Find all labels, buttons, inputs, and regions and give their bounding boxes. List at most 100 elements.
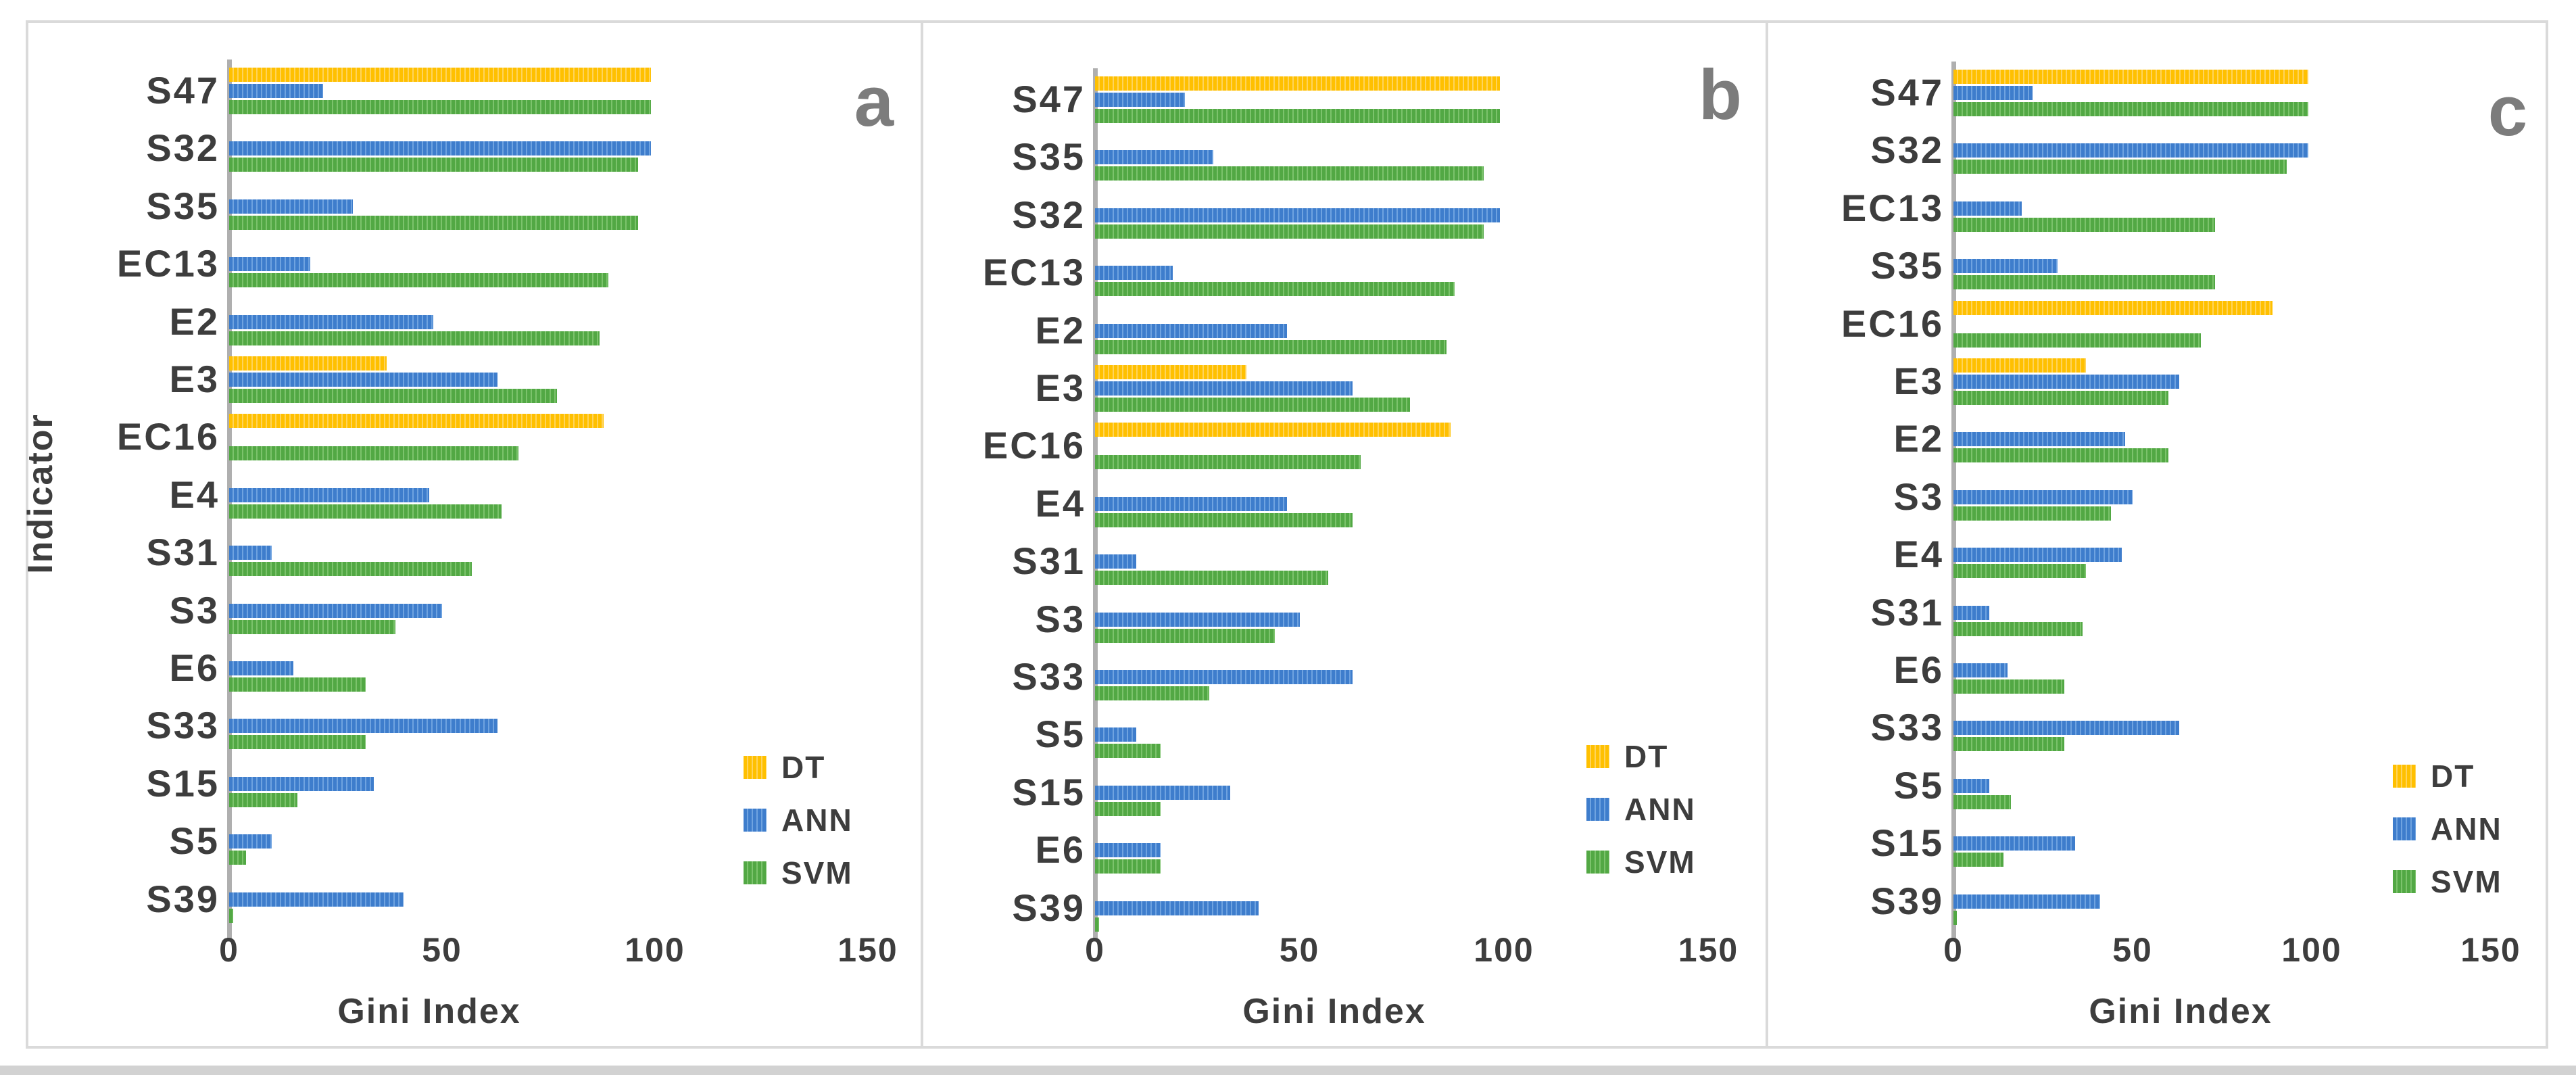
bar-svm-s15 [1095, 801, 1161, 816]
bar-ann-e6 [1953, 663, 2008, 677]
bar-ann-s31 [1953, 605, 1989, 620]
legend-item-dt: DT [2393, 759, 2475, 793]
legend-item-dt: DT [744, 750, 825, 784]
bar-ann-s3 [229, 603, 442, 618]
legend-swatch-dt [1586, 745, 1609, 768]
bar-svm-s3 [1095, 628, 1275, 643]
bar-svm-s5 [229, 851, 247, 865]
legend-swatch-dt [744, 756, 767, 779]
category-label: E2 [1035, 308, 1086, 352]
bar-ann-s32 [1095, 208, 1500, 222]
bar-ann-s5 [1953, 778, 1989, 793]
bar-svm-e2 [1953, 448, 2168, 463]
bar-svm-s35 [1095, 166, 1484, 181]
bar-svm-s39 [229, 908, 234, 923]
legend-label: ANN [781, 803, 853, 838]
legend-swatch-svm [744, 861, 767, 884]
bar-svm-ec16 [1095, 455, 1361, 470]
category-label: S47 [146, 69, 220, 112]
bar-ann-e3 [229, 373, 497, 387]
category-label: S33 [146, 704, 220, 747]
bar-ann-s32 [229, 141, 651, 156]
legend-label: DT [2431, 759, 2475, 794]
bar-ann-e2 [1095, 323, 1288, 338]
category-label: S3 [1035, 597, 1086, 640]
bar-svm-e4 [1095, 512, 1353, 527]
legend-label: DT [1624, 739, 1669, 774]
bar-svm-s32 [1953, 160, 2287, 174]
bar-dt-ec16 [1953, 300, 2273, 315]
legend-label: ANN [1624, 792, 1696, 827]
category-label: S15 [1870, 821, 1944, 865]
legend-label: ANN [2431, 811, 2502, 846]
bar-svm-s31 [1953, 621, 2083, 636]
legend-item-svm: SVM [744, 856, 853, 890]
category-label: E3 [169, 358, 220, 400]
category-label: S5 [1035, 713, 1086, 756]
category-label: S3 [1893, 475, 1944, 518]
bar-ann-s31 [1095, 554, 1136, 569]
bar-dt-s47 [229, 68, 651, 82]
x-tick-label: 100 [625, 931, 685, 969]
x-tick-label: 0 [1943, 931, 1964, 969]
x-axis-title-a: Gini Index [337, 992, 521, 1031]
bar-ann-ec13 [229, 257, 310, 272]
bar-ann-s47 [1095, 93, 1186, 107]
bar-ann-e2 [1953, 432, 2126, 447]
bar-svm-e3 [1953, 391, 2168, 405]
bar-ann-ec13 [1095, 266, 1173, 281]
category-label: S5 [169, 819, 220, 863]
bar-ann-e3 [1095, 381, 1353, 396]
category-label: EC13 [116, 242, 220, 285]
bar-svm-ec13 [1953, 217, 2215, 232]
legend-swatch-dt [2393, 765, 2416, 788]
bar-ann-s33 [1095, 670, 1353, 684]
category-label: EC13 [1841, 186, 1944, 229]
legend-item-ann: ANN [744, 803, 853, 837]
panel-letter-c: c [2487, 72, 2528, 151]
legend-label: SVM [781, 855, 853, 890]
bar-dt-e3 [229, 356, 387, 371]
category-label: E4 [169, 473, 220, 516]
bar-svm-s33 [1953, 737, 2065, 752]
legend-item-ann: ANN [1586, 792, 1696, 826]
bar-ann-e4 [229, 487, 430, 502]
bar-dt-e3 [1953, 358, 2087, 373]
legend-label: SVM [1624, 844, 1696, 880]
figure-frame [26, 20, 2548, 1049]
category-label: S31 [1870, 590, 1944, 634]
legend-item-svm: SVM [1586, 845, 1696, 879]
x-tick-label: 50 [422, 931, 462, 969]
legend-item-dt: DT [1586, 740, 1668, 773]
category-label: S5 [1893, 763, 1944, 807]
category-label: S32 [1870, 128, 1944, 172]
bar-ann-e4 [1095, 496, 1288, 511]
bar-ann-e6 [1095, 843, 1161, 858]
bar-ann-s35 [229, 199, 353, 214]
bar-svm-s3 [1953, 506, 2112, 521]
bar-ann-s33 [229, 719, 497, 734]
category-label: E6 [1035, 828, 1086, 871]
category-label: E2 [1893, 417, 1944, 460]
bar-svm-s5 [1953, 794, 2011, 809]
category-label: S47 [1012, 78, 1086, 120]
bar-ann-s39 [1095, 901, 1259, 915]
bar-svm-s32 [1095, 224, 1484, 239]
bar-svm-s35 [1953, 275, 2215, 290]
bar-svm-e2 [229, 331, 600, 345]
bar-svm-e3 [229, 389, 558, 403]
category-label: S31 [1012, 540, 1086, 583]
bar-svm-s15 [1953, 853, 2004, 867]
x-tick-label: 100 [2281, 931, 2342, 969]
legend-swatch-ann [2393, 817, 2416, 840]
x-axis-title-c: Gini Index [2089, 992, 2273, 1031]
bar-ann-s3 [1095, 612, 1300, 627]
bar-ann-s15 [1953, 836, 2076, 851]
category-label: E6 [169, 646, 220, 689]
bar-svm-e2 [1095, 339, 1447, 354]
bar-svm-ec16 [1953, 333, 2201, 348]
bar-svm-s3 [229, 619, 395, 634]
bar-svm-ec16 [229, 446, 519, 461]
bar-svm-e6 [1953, 679, 2065, 694]
category-label: EC13 [982, 251, 1086, 294]
